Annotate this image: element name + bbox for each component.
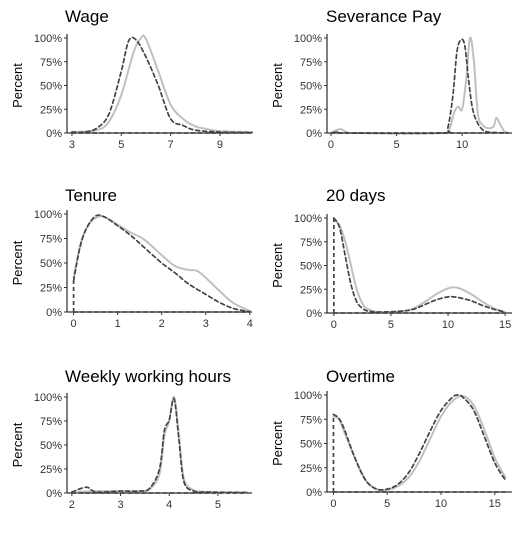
panel-title: Wage [65,7,109,26]
panel-2: Severance Pay Percent 0% 25% 50% 75% 100% 0 5 10 [270,7,512,151]
x-tick-label: 15 [499,319,511,331]
y-tick-label: 0% [46,488,62,500]
y-tick-label: 100% [294,213,322,225]
x-tick-label: 10 [435,498,447,510]
y-tick-label: 75% [300,414,322,426]
x-tick-label: 0 [330,498,336,510]
y-tick-label: 75% [40,234,62,246]
y-tick-label: 75% [300,57,322,69]
y-tick-label: 100% [34,392,62,404]
x-tick-label: 0 [328,139,334,151]
y-tick-label: 50% [300,81,322,93]
y-tick-label: 50% [300,261,322,273]
series-line-2 [333,217,506,313]
y-axis-label: Percent [270,421,285,466]
panel-3: Tenure Percent 0% 25% 50% 75% 100% 0 1 2 3 4 [10,186,253,330]
x-tick-label: 15 [489,498,501,510]
y-tick-label: 75% [300,237,322,249]
y-tick-label: 25% [300,104,322,116]
y-axis-label: Percent [10,63,25,108]
x-tick-label: 3 [69,139,75,151]
x-tick-label: 5 [384,498,390,510]
x-tick-label: 5 [393,139,399,151]
x-tick-label: 0 [71,318,77,330]
panel-6: Overtime Percent 0% 25% 50% 75% 100% 0 5 10 15 [270,367,512,510]
x-tick-label: 2 [69,499,75,511]
y-tick-label: 50% [40,81,62,93]
panel-1: Wage Percent 0% 25% 50% 75% 100% 3 5 7 9 [10,7,253,151]
x-tick-label: 5 [388,319,394,331]
y-tick-label: 100% [294,390,322,402]
y-axis-label: Percent [270,63,285,108]
panel-title: Tenure [65,186,117,205]
y-axis-label: Percent [10,240,25,285]
x-tick-label: 3 [117,499,123,511]
panel-title: Weekly working hours [65,367,231,386]
y-tick-label: 0% [306,308,322,320]
y-tick-label: 100% [34,33,62,45]
series-line-2 [72,214,251,313]
y-tick-label: 25% [300,463,322,475]
panel-5: Weekly working hours Percent 0% 25% 50% 75% 10… [10,367,252,511]
panel-title: Severance Pay [326,7,442,26]
y-tick-label: 100% [34,209,62,221]
y-tick-label: 100% [294,33,322,45]
y-tick-label: 75% [40,416,62,428]
x-tick-label: 1 [115,318,121,330]
x-tick-label: 10 [442,319,454,331]
x-tick-label: 2 [159,318,165,330]
series-line-1 [332,394,507,492]
panel-4: 20 days Percent 0% 25% 50% 75% 100% 0 5 10 15 [270,186,512,331]
series-line-1 [70,34,253,134]
y-tick-label: 25% [300,284,322,296]
series-line-1 [72,215,251,313]
y-tick-label: 0% [46,307,62,319]
x-tick-label: 7 [168,139,174,151]
series-line-2 [71,397,248,494]
y-tick-label: 50% [40,258,62,270]
x-tick-label: 10 [456,139,468,151]
y-tick-label: 0% [46,128,62,140]
x-tick-label: 0 [331,319,337,331]
y-tick-label: 25% [40,283,62,295]
x-tick-label: 5 [215,499,221,511]
panel-title: Overtime [326,367,395,386]
y-tick-label: 50% [300,439,322,451]
series-line-1 [332,218,507,314]
y-tick-label: 25% [40,464,62,476]
panel-title: 20 days [326,186,386,205]
y-axis-label: Percent [10,422,25,467]
y-tick-label: 50% [40,440,62,452]
y-tick-label: 0% [306,128,322,140]
x-tick-label: 3 [203,318,209,330]
series-line-2 [332,394,507,491]
x-tick-label: 5 [118,139,124,151]
y-tick-label: 0% [306,487,322,499]
x-tick-label: 4 [166,499,172,511]
x-tick-label: 9 [217,139,223,151]
y-tick-label: 75% [40,57,62,69]
y-tick-label: 25% [40,104,62,116]
y-axis-label: Percent [270,243,285,288]
x-tick-label: 4 [247,318,253,330]
